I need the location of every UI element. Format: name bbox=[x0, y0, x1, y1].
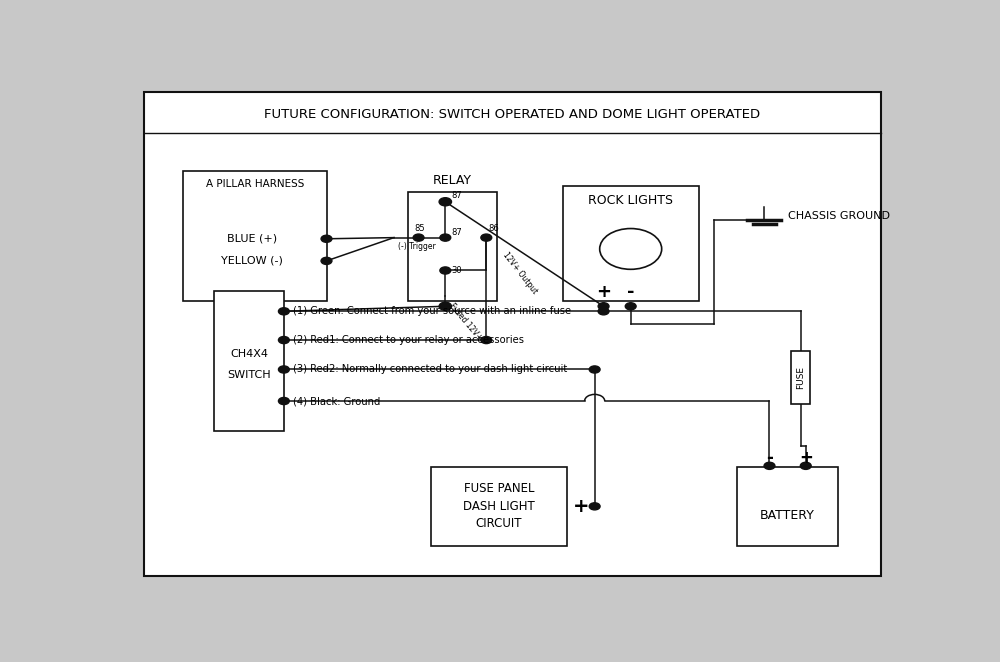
Text: -: - bbox=[766, 449, 773, 467]
Bar bbox=[408, 191, 497, 301]
Bar bbox=[737, 467, 838, 546]
Text: (2) Red1: Connect to your relay or accessories: (2) Red1: Connect to your relay or acces… bbox=[293, 335, 524, 345]
Text: 30: 30 bbox=[452, 266, 462, 275]
Text: (3) Red2: Normally connected to your dash light circuit: (3) Red2: Normally connected to your das… bbox=[293, 365, 567, 375]
Circle shape bbox=[321, 258, 332, 264]
Circle shape bbox=[278, 308, 289, 315]
Text: 85: 85 bbox=[415, 224, 425, 234]
Text: (4) Black: Ground: (4) Black: Ground bbox=[293, 396, 381, 406]
Bar bbox=[214, 291, 284, 431]
Text: YELLOW (-): YELLOW (-) bbox=[221, 256, 283, 266]
Circle shape bbox=[589, 366, 600, 373]
Text: 87: 87 bbox=[452, 228, 462, 236]
Circle shape bbox=[439, 198, 452, 206]
Circle shape bbox=[764, 462, 775, 469]
Text: 12V+ Output: 12V+ Output bbox=[501, 251, 539, 296]
Text: 86: 86 bbox=[489, 224, 499, 234]
Text: FUSE: FUSE bbox=[796, 366, 805, 389]
Text: A PILLAR HARNESS: A PILLAR HARNESS bbox=[206, 179, 304, 189]
Text: RELAY: RELAY bbox=[433, 174, 472, 187]
Text: +: + bbox=[572, 497, 589, 516]
Circle shape bbox=[440, 234, 451, 241]
Text: CH4X4: CH4X4 bbox=[230, 349, 268, 359]
Text: BATTERY: BATTERY bbox=[760, 509, 815, 522]
Text: CIRCUIT: CIRCUIT bbox=[476, 517, 522, 530]
Circle shape bbox=[598, 303, 609, 310]
Circle shape bbox=[625, 303, 636, 310]
Text: SWITCH: SWITCH bbox=[227, 370, 271, 380]
Circle shape bbox=[439, 302, 452, 310]
Circle shape bbox=[278, 366, 289, 373]
Circle shape bbox=[481, 336, 492, 344]
Bar bbox=[791, 351, 810, 404]
Circle shape bbox=[600, 228, 662, 269]
Circle shape bbox=[440, 267, 451, 274]
Circle shape bbox=[598, 308, 609, 315]
Bar bbox=[563, 187, 698, 301]
Text: CHASSIS GROUND: CHASSIS GROUND bbox=[788, 211, 890, 221]
Text: FUTURE CONFIGURATION: SWITCH OPERATED AND DOME LIGHT OPERATED: FUTURE CONFIGURATION: SWITCH OPERATED AN… bbox=[264, 108, 761, 120]
Circle shape bbox=[413, 234, 424, 241]
Text: +: + bbox=[596, 283, 611, 301]
Text: ROCK LIGHTS: ROCK LIGHTS bbox=[588, 194, 673, 207]
Text: (-) Trigger: (-) Trigger bbox=[398, 242, 436, 252]
Circle shape bbox=[481, 234, 492, 241]
Text: Fused 12V+: Fused 12V+ bbox=[448, 301, 484, 342]
Text: +: + bbox=[799, 449, 813, 467]
Text: -: - bbox=[627, 283, 634, 301]
Text: 87: 87 bbox=[452, 191, 462, 200]
Bar bbox=[183, 171, 326, 301]
Text: DASH LIGHT: DASH LIGHT bbox=[463, 500, 535, 513]
Text: FUSE PANEL: FUSE PANEL bbox=[464, 483, 534, 495]
Circle shape bbox=[589, 502, 600, 510]
Circle shape bbox=[321, 235, 332, 242]
Text: (1) Green: Connect from your source with an inline fuse: (1) Green: Connect from your source with… bbox=[293, 307, 571, 316]
Text: BLUE (+): BLUE (+) bbox=[227, 234, 277, 244]
Bar bbox=[431, 467, 567, 546]
Circle shape bbox=[278, 336, 289, 344]
Circle shape bbox=[278, 397, 289, 404]
Circle shape bbox=[800, 462, 811, 469]
